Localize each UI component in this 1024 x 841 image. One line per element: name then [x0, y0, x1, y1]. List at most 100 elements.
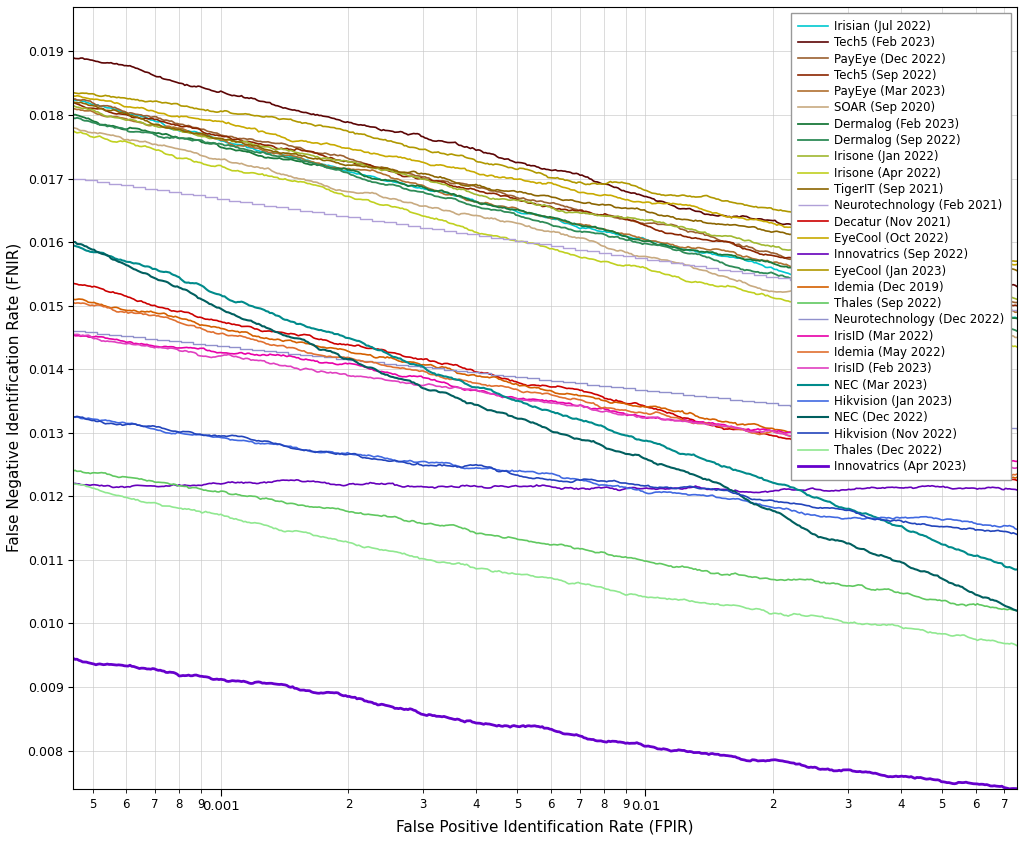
Line: Hikvision (Nov 2022): Hikvision (Nov 2022) [74, 416, 1017, 535]
Dermalog (Feb 2023) [843, 278, 855, 288]
PayEye (Mar 2023) [1011, 307, 1023, 317]
Irisone (Jan 2022) [841, 257, 853, 267]
EyeCool (Oct 2022) [523, 177, 536, 187]
Hikvision (Jan 2023) [68, 412, 80, 422]
Thales (Dec 2022) [68, 479, 80, 489]
Idemia (Dec 2019) [1011, 472, 1023, 482]
PayEye (Mar 2023) [68, 103, 80, 114]
NEC (Mar 2023) [521, 399, 534, 409]
PayEye (Dec 2022) [580, 209, 592, 219]
Irisian (Jul 2022) [988, 309, 1000, 320]
Idemia (May 2022) [68, 298, 80, 308]
Irisone (Apr 2022) [578, 252, 590, 262]
Tech5 (Feb 2023) [68, 53, 80, 63]
Dermalog (Feb 2023) [631, 235, 643, 245]
NEC (Mar 2023) [515, 396, 527, 406]
Tech5 (Sep 2022) [515, 196, 527, 206]
PayEye (Mar 2023) [988, 302, 1000, 312]
Thales (Dec 2022) [1011, 641, 1023, 651]
Dermalog (Sep 2022) [843, 285, 855, 295]
Dermalog (Feb 2023) [990, 314, 1002, 324]
Decatur (Nov 2021) [629, 398, 641, 408]
NEC (Mar 2023) [988, 557, 1000, 567]
Innovatrics (Sep 2022) [992, 483, 1005, 493]
Line: Hikvision (Jan 2023): Hikvision (Jan 2023) [74, 417, 1017, 529]
Decatur (Nov 2021) [578, 387, 590, 397]
Decatur (Nov 2021) [988, 473, 1000, 483]
Dermalog (Feb 2023) [580, 221, 592, 231]
PayEye (Mar 2023) [1009, 307, 1021, 317]
Neurotechnology (Feb 2021) [378, 216, 390, 226]
Irisone (Jan 2022) [521, 197, 534, 207]
Idemia (May 2022) [629, 408, 641, 418]
Innovatrics (Apr 2023) [841, 764, 853, 775]
Dermalog (Feb 2023) [992, 312, 1005, 322]
Thales (Sep 2022) [1011, 606, 1023, 616]
IrisID (Feb 2023) [841, 442, 853, 452]
Dermalog (Sep 2022) [71, 113, 83, 123]
Tech5 (Feb 2023) [1011, 282, 1023, 292]
SOAR (Sep 2020) [988, 328, 1000, 338]
NEC (Mar 2023) [629, 434, 641, 444]
IrisID (Mar 2022) [515, 394, 527, 404]
Thales (Dec 2022) [578, 579, 590, 589]
Tech5 (Feb 2023) [515, 158, 527, 168]
Dermalog (Sep 2022) [631, 237, 643, 247]
Hikvision (Jan 2023) [578, 476, 590, 486]
TigerIT (Sep 2021) [523, 189, 536, 199]
Innovatrics (Apr 2023) [1004, 784, 1016, 794]
PayEye (Dec 2022) [1009, 298, 1021, 308]
Neurotechnology (Feb 2021) [68, 173, 80, 183]
Thales (Dec 2022) [629, 590, 641, 600]
Irisian (Jul 2022) [578, 223, 590, 233]
Idemia (Dec 2019) [843, 438, 855, 448]
Thales (Sep 2022) [517, 535, 529, 545]
Tech5 (Sep 2022) [1011, 300, 1023, 310]
Irisian (Jul 2022) [1011, 314, 1023, 324]
PayEye (Dec 2022) [517, 193, 529, 203]
Neurotechnology (Feb 2021) [330, 211, 342, 221]
Legend: Irisian (Jul 2022), Tech5 (Feb 2023), PayEye (Dec 2022), Tech5 (Sep 2022), PayEy: Irisian (Jul 2022), Tech5 (Feb 2023), Pa… [792, 13, 1011, 480]
NEC (Mar 2023) [68, 241, 80, 251]
Line: IrisID (Mar 2022): IrisID (Mar 2022) [74, 334, 1017, 462]
Innovatrics (Sep 2022) [68, 479, 80, 489]
EyeCool (Oct 2022) [843, 234, 855, 244]
Thales (Sep 2022) [580, 545, 592, 555]
PayEye (Dec 2022) [69, 94, 81, 104]
Irisone (Apr 2022) [988, 336, 1000, 346]
Hikvision (Jan 2023) [521, 467, 534, 477]
Line: Idemia (May 2022): Idemia (May 2022) [74, 303, 1017, 476]
EyeCool (Jan 2023) [841, 220, 853, 230]
Irisone (Jan 2022) [629, 214, 641, 224]
EyeCool (Jan 2023) [629, 181, 641, 191]
Innovatrics (Sep 2022) [523, 481, 536, 491]
TigerIT (Sep 2021) [68, 98, 80, 108]
SOAR (Sep 2020) [1011, 332, 1023, 342]
Idemia (Dec 2019) [73, 294, 85, 304]
PayEye (Dec 2022) [523, 195, 536, 205]
Innovatrics (Sep 2022) [845, 484, 857, 495]
PayEye (Dec 2022) [843, 266, 855, 276]
NEC (Mar 2023) [841, 504, 853, 514]
Hikvision (Nov 2022) [990, 526, 1002, 536]
NEC (Mar 2023) [1011, 564, 1023, 574]
SOAR (Sep 2020) [68, 123, 80, 133]
Neurotechnology (Dec 2022) [867, 409, 880, 419]
Thales (Sep 2022) [68, 466, 80, 476]
Innovatrics (Apr 2023) [629, 738, 641, 748]
Decatur (Nov 2021) [1011, 475, 1023, 485]
EyeCool (Jan 2023) [1009, 257, 1021, 267]
Idemia (Dec 2019) [631, 401, 643, 411]
TigerIT (Sep 2021) [843, 237, 855, 247]
Irisian (Jul 2022) [521, 209, 534, 219]
EyeCool (Jan 2023) [515, 163, 527, 173]
Idemia (May 2022) [521, 387, 534, 397]
Tech5 (Sep 2022) [578, 207, 590, 217]
Innovatrics (Apr 2023) [515, 721, 527, 731]
Tech5 (Feb 2023) [629, 188, 641, 198]
NEC (Dec 2022) [843, 538, 855, 548]
Neurotechnology (Feb 2021) [450, 226, 462, 236]
EyeCool (Oct 2022) [990, 257, 1002, 267]
Thales (Dec 2022) [521, 569, 534, 579]
Line: SOAR (Sep 2020): SOAR (Sep 2020) [74, 128, 1017, 337]
